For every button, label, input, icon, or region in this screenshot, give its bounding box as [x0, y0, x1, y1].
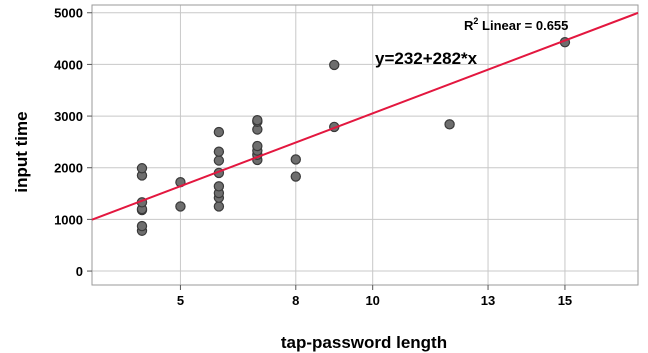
y-tick-label: 4000	[54, 57, 83, 72]
data-points	[136, 36, 571, 236]
x-tick-label: 10	[365, 293, 379, 308]
data-point	[213, 201, 225, 212]
data-point	[290, 154, 301, 165]
data-point	[252, 115, 263, 126]
regression-equation: y=232+282*x	[375, 49, 478, 68]
data-point	[213, 146, 225, 157]
data-point	[252, 140, 263, 152]
y-tick-label: 0	[76, 264, 83, 279]
y-tick-label: 5000	[54, 6, 83, 21]
data-point	[136, 220, 148, 232]
regression-line	[91, 11, 639, 221]
x-tick-label: 15	[558, 293, 572, 308]
y-tick-label: 3000	[54, 109, 83, 124]
x-axis-title: tap-password length	[281, 333, 447, 352]
y-axis-title: input time	[12, 111, 31, 192]
data-point	[136, 163, 148, 174]
gridlines	[92, 5, 638, 285]
data-point	[444, 119, 455, 130]
y-tick-label: 1000	[54, 212, 83, 227]
data-point	[329, 59, 340, 71]
axis-ticks: 0 1000 2000 3000 4000 5000 5 8 10 13 15	[54, 6, 572, 308]
r2-value: Linear = 0.655	[478, 18, 568, 33]
r2-prefix: R	[464, 18, 474, 33]
data-point	[213, 126, 225, 138]
r-squared-label: R2 Linear = 0.655	[464, 16, 568, 33]
r2-superscript: 2	[473, 16, 478, 26]
x-tick-label: 5	[177, 293, 184, 308]
x-tick-label: 8	[292, 293, 299, 308]
data-point	[175, 201, 186, 212]
plot-frame	[91, 4, 639, 286]
data-point	[290, 171, 301, 182]
y-tick-label: 2000	[54, 161, 83, 176]
data-point	[213, 155, 225, 166]
data-point	[213, 181, 225, 192]
x-tick-label: 13	[481, 293, 495, 308]
